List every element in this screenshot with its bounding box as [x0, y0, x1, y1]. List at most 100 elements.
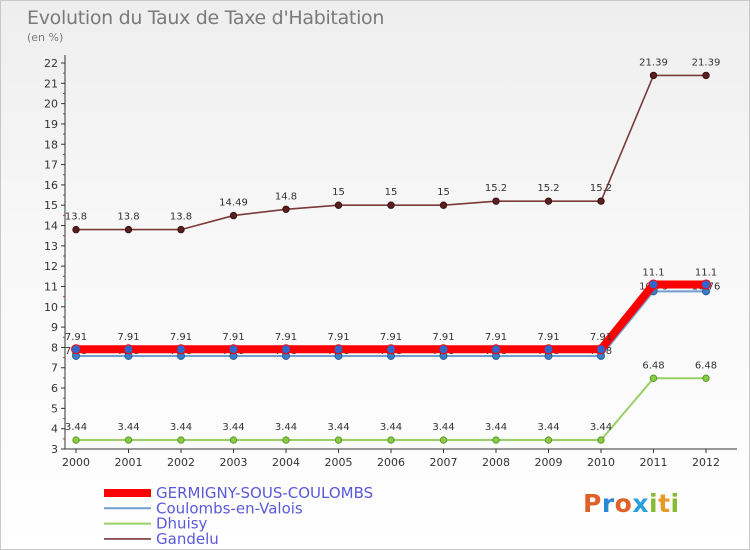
data-label: 15.2 — [590, 183, 612, 194]
data-label: 14.49 — [219, 198, 248, 209]
y-tick-label: 5 — [51, 402, 58, 415]
data-point — [438, 344, 449, 355]
x-tick-label: 2005 — [325, 456, 353, 469]
data-point — [648, 279, 659, 290]
data-point — [439, 201, 448, 209]
logo-letter: P — [583, 489, 602, 518]
data-label: 3.44 — [170, 422, 192, 433]
data-label: 3.44 — [537, 422, 559, 433]
data-point — [387, 201, 395, 209]
x-tick-label: 2009 — [535, 456, 563, 469]
data-label: 3.44 — [222, 422, 244, 433]
data-label: 7.91 — [590, 332, 612, 343]
data-point — [702, 71, 710, 80]
legend-label: Coulombs-en-Valois — [156, 499, 303, 517]
data-label: 11.1 — [642, 267, 664, 278]
data-point — [123, 344, 134, 355]
x-tick-label: 2000 — [62, 456, 90, 469]
data-point — [492, 197, 500, 205]
data-label: 7.91 — [65, 332, 87, 343]
data-label: 13.8 — [117, 212, 139, 223]
data-point — [649, 374, 658, 383]
data-point — [333, 344, 344, 355]
y-tick-label: 18 — [44, 138, 58, 151]
legend: GERMIGNY-SOUS-COULOMBSCoulombs-en-Valois… — [104, 484, 373, 548]
x-tick-label: 2004 — [272, 456, 300, 469]
data-point — [282, 205, 290, 213]
data-label: 7.91 — [537, 332, 559, 343]
data-label: 3.44 — [432, 422, 454, 433]
data-point — [176, 344, 186, 355]
data-point — [177, 225, 185, 234]
legend-item: Dhuisy — [104, 515, 208, 533]
data-point — [596, 344, 606, 355]
data-label: 13.8 — [170, 212, 192, 223]
y-tick-label: 4 — [51, 423, 58, 436]
y-tick-label: 13 — [44, 240, 58, 253]
x-tick-label: 2001 — [115, 456, 143, 469]
data-label: 3.44 — [117, 422, 139, 433]
data-point — [492, 436, 500, 444]
data-label: 21.39 — [639, 57, 668, 68]
data-point — [72, 225, 80, 234]
data-label: 21.39 — [692, 57, 721, 68]
legend-item: Gandelu — [104, 530, 219, 548]
data-point — [71, 344, 81, 355]
x-tick-label: 2003 — [220, 456, 248, 469]
data-label: 6.48 — [695, 360, 717, 371]
data-label: 3.44 — [65, 422, 87, 433]
y-tick-label: 7 — [51, 362, 58, 375]
y-tick-label: 16 — [44, 179, 58, 192]
legend-label: GERMIGNY-SOUS-COULOMBS — [156, 484, 373, 502]
legend-label: Gandelu — [156, 530, 219, 548]
y-tick-label: 22 — [44, 57, 58, 70]
x-tick-label: 2002 — [167, 456, 195, 469]
data-point — [72, 436, 80, 444]
data-label: 15.2 — [485, 183, 507, 194]
axes: 3 4 5 6 7 8 9 10 11 12 13 14 15 16 17 18 19 20 21 22 2000 200… — [44, 55, 737, 469]
legend-label: Dhuisy — [156, 515, 208, 533]
x-tick-label: 2010 — [587, 456, 615, 469]
proxiti-logo: Proxiti — [583, 489, 680, 518]
logo-letter: t — [658, 489, 671, 518]
data-label: 3.44 — [380, 422, 402, 433]
series-gandelu: 13.8 13.8 13.8 14.49 14.8 15 15 15 15.2 15.2 15.2 2… — [65, 57, 721, 234]
data-point — [124, 225, 133, 234]
data-label: 7.91 — [380, 332, 402, 343]
x-tick-label: 2007 — [430, 456, 458, 469]
data-label: 7.91 — [432, 332, 454, 343]
logo-letter: i — [649, 489, 659, 518]
data-point — [544, 197, 553, 205]
series-dhuisy: 3.44 3.44 3.44 3.44 3.44 3.44 3.44 3.44 3.44 3.44… — [65, 360, 717, 444]
data-label: 7.91 — [222, 332, 244, 343]
y-tick-label: 3 — [51, 443, 58, 456]
data-point — [597, 436, 605, 444]
y-tick-label: 19 — [44, 118, 58, 131]
data-point — [543, 344, 554, 355]
data-point — [228, 344, 239, 355]
legend-item: Coulombs-en-Valois — [104, 499, 303, 517]
logo-letter: x — [632, 489, 649, 518]
data-point — [597, 197, 605, 205]
data-point — [282, 436, 290, 444]
data-label: 15.2 — [537, 183, 559, 194]
data-point — [386, 344, 396, 355]
data-point — [281, 344, 291, 355]
data-label: 3.44 — [327, 422, 349, 433]
data-point — [177, 436, 185, 444]
chart-title: Evolution du Taux de Taxe d'Habitation — [27, 7, 385, 29]
data-label: 15 — [437, 187, 450, 198]
data-label: 11.1 — [695, 267, 717, 278]
data-label: 14.8 — [275, 191, 297, 202]
data-label: 6.48 — [642, 360, 664, 371]
y-tick-label: 6 — [51, 382, 58, 395]
y-tick-label: 9 — [51, 321, 58, 334]
data-point — [334, 201, 343, 209]
logo-letter: r — [601, 489, 615, 518]
x-tick-label: 2012 — [692, 456, 720, 469]
data-label: 7.91 — [275, 332, 297, 343]
data-point — [124, 436, 133, 444]
y-tick-label: 21 — [44, 77, 58, 90]
